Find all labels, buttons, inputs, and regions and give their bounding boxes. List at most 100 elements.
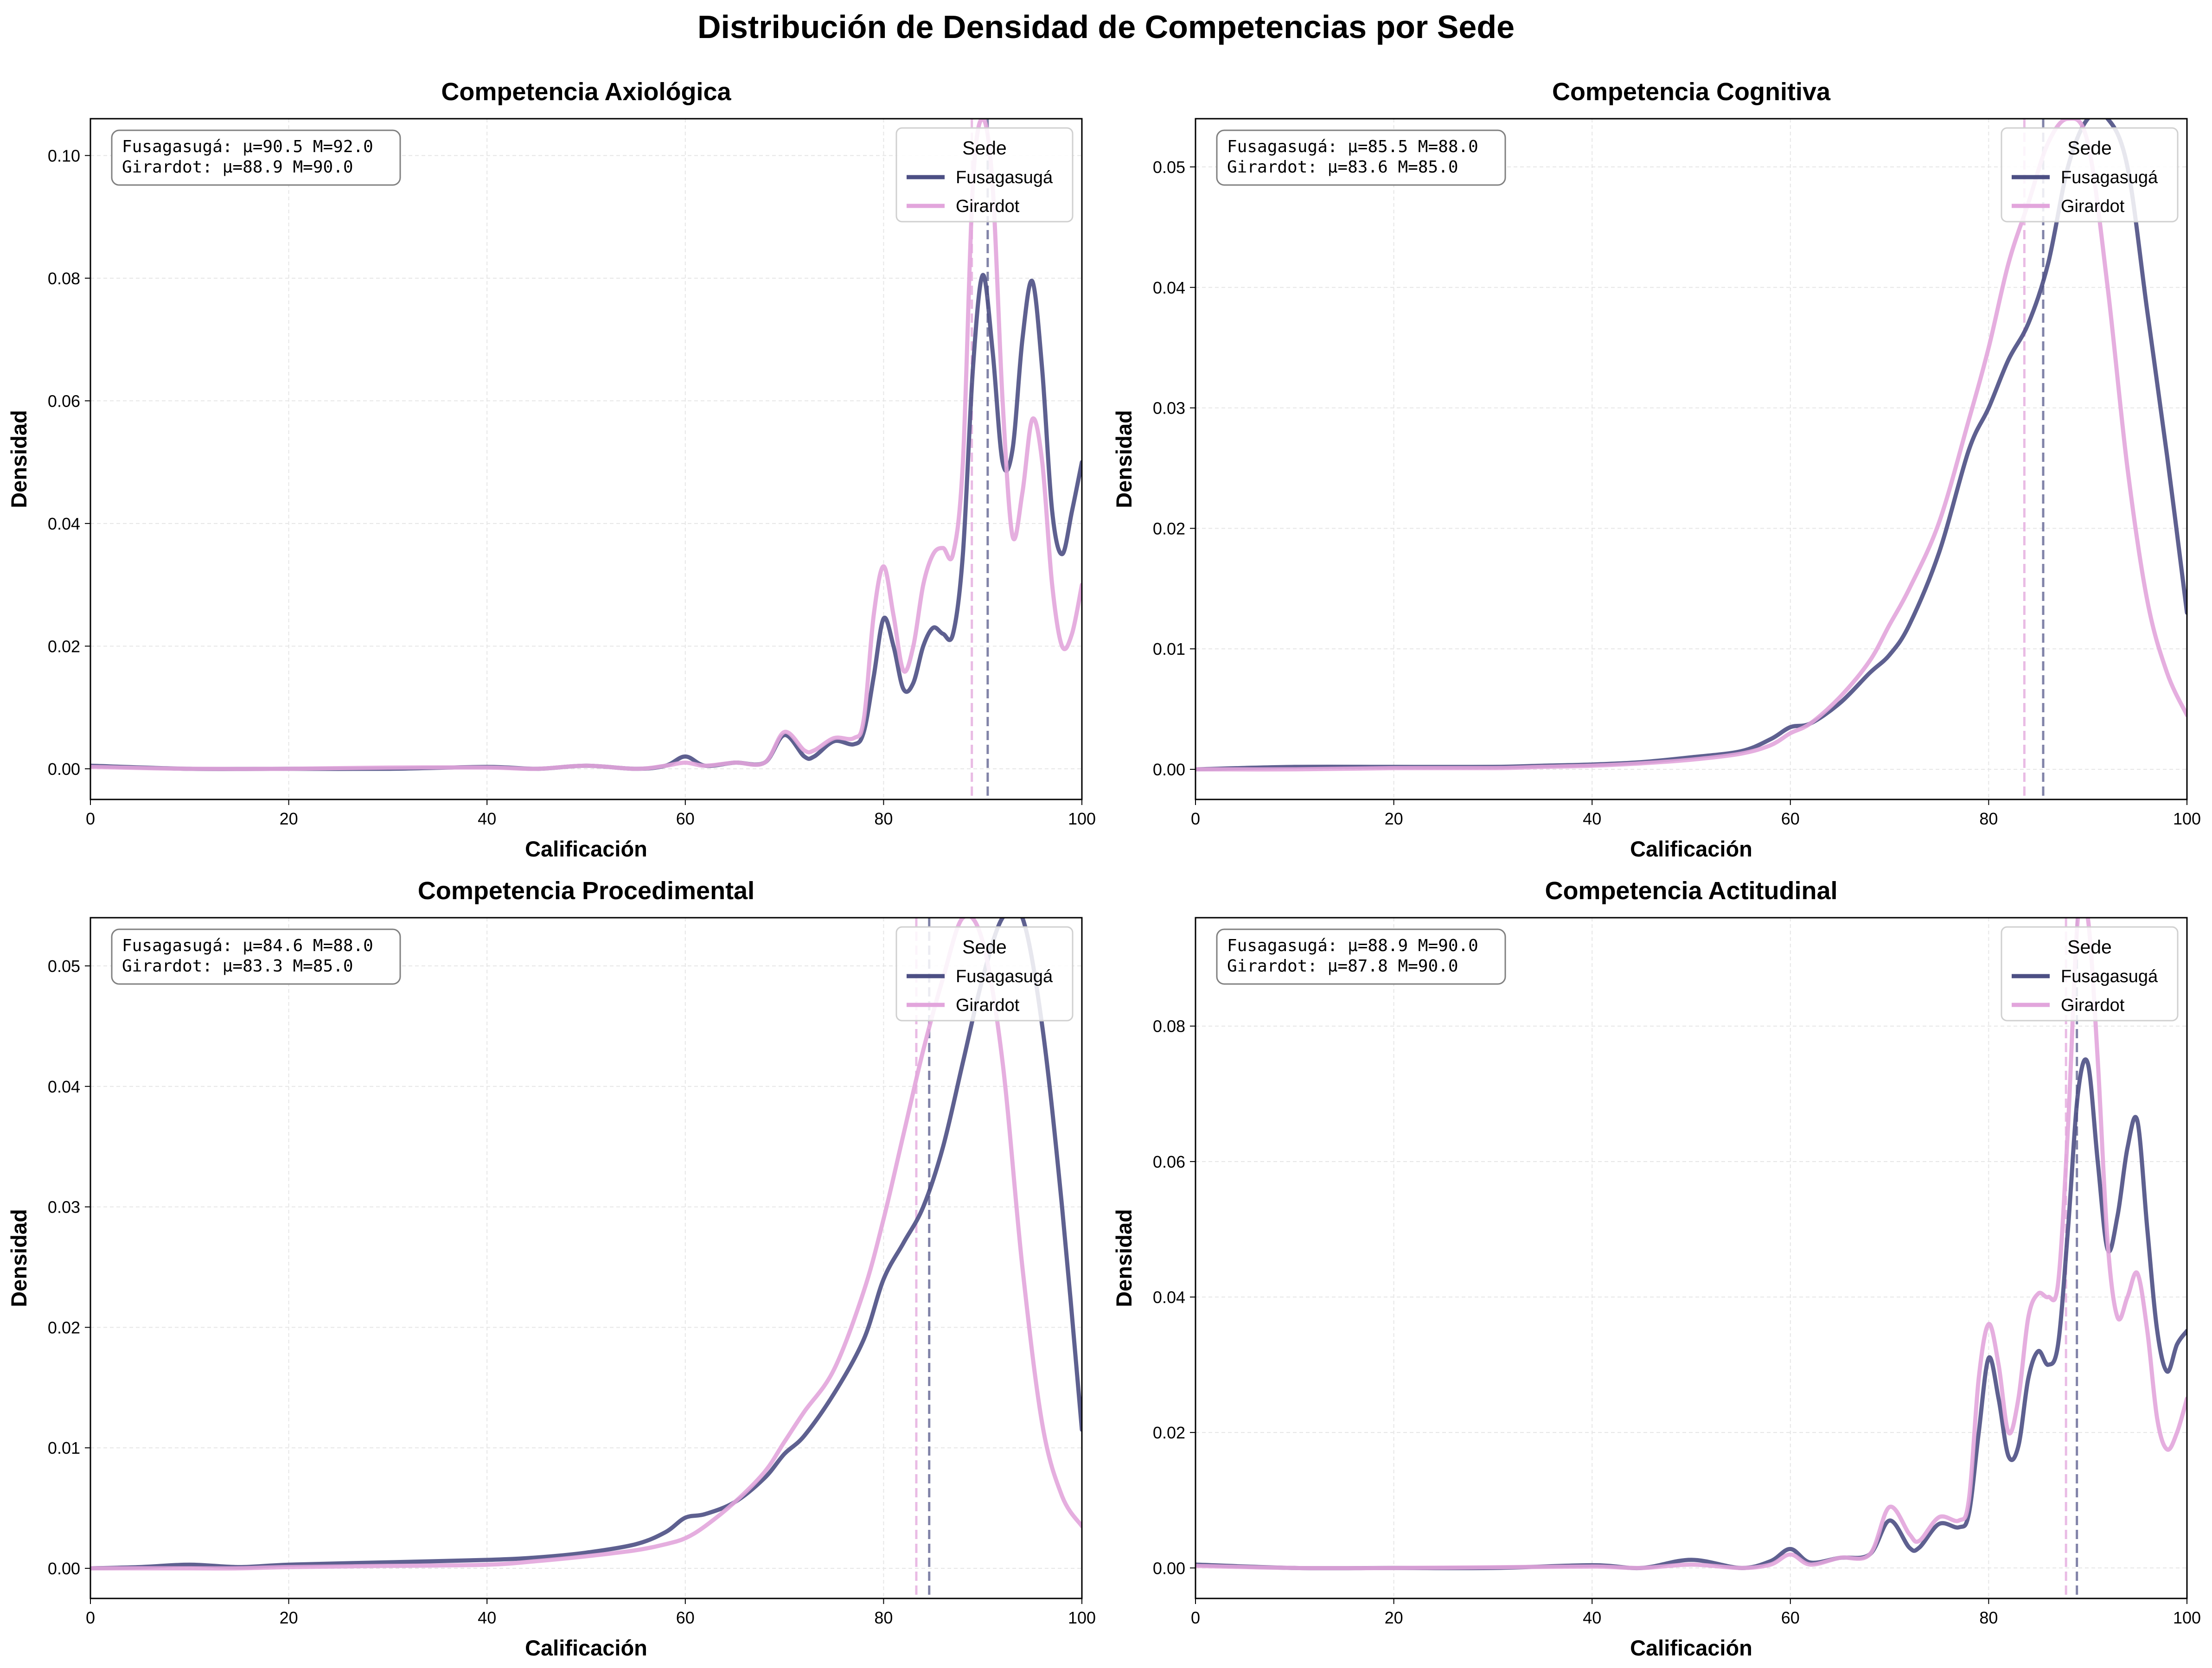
legend-item: Fusagasugá [2061, 168, 2158, 187]
legend-frame [2001, 127, 2179, 223]
x-tick-label: 60 [676, 1608, 695, 1627]
x-axis-label: Calificación [525, 1636, 647, 1660]
legend-title: Sede [962, 137, 1007, 159]
density-line-fusagasuga [90, 273, 1082, 771]
plot-frame [90, 118, 1083, 800]
x-tick-label: 100 [1068, 1608, 1096, 1627]
x-tick-label: 100 [2173, 809, 2201, 828]
y-tick-label: 0.08 [48, 269, 80, 288]
legend-item: Girardot [2061, 996, 2125, 1015]
stats-box-frame [111, 129, 401, 186]
x-axis-label: Calificación [525, 837, 647, 861]
x-tick-label: 60 [1781, 809, 1800, 828]
legend-item: Fusagasugá [2061, 967, 2158, 986]
stats-box: Fusagasugá: μ=90.5 M=92.0 Girardot: μ=88.… [111, 129, 401, 186]
legend-frame [895, 127, 1074, 223]
stats-line: Fusagasugá: μ=88.9 M=90.0 [1227, 936, 1478, 955]
y-tick-label: 0.02 [1153, 1423, 1185, 1442]
panel-title: Competencia Cognitiva [1552, 78, 1831, 106]
x-tick-label: 40 [1583, 1608, 1601, 1627]
legend-item: Fusagasugá [956, 168, 1053, 187]
x-tick-label: 0 [1191, 1608, 1200, 1627]
density-line-fusagasuga [1196, 1057, 2187, 1571]
x-tick-label: 60 [1781, 1608, 1800, 1627]
y-tick-label: 0.04 [48, 514, 80, 533]
y-tick-label: 0.02 [48, 637, 80, 656]
stats-line: Fusagasugá: μ=85.5 M=88.0 [1227, 137, 1478, 156]
x-tick-label: 20 [280, 809, 298, 828]
y-tick-label: 0.03 [48, 1198, 80, 1217]
y-tick-label: 0.00 [48, 1559, 80, 1578]
plot-frame [1195, 118, 2188, 800]
y-tick-label: 0.03 [1153, 399, 1185, 418]
panel-2: Competencia Procedimental 0 20 40 60 80 100 0.0… [6, 877, 1096, 1660]
y-tick-label: 0.04 [48, 1077, 80, 1096]
y-tick-label: 0.04 [1153, 278, 1185, 297]
y-tick-label: 0.00 [1153, 1559, 1185, 1578]
x-tick-label: 20 [280, 1608, 298, 1627]
figure-title: Distribución de Densidad de Competencias… [697, 9, 1515, 45]
density-line-fusagasuga [90, 918, 1082, 1571]
y-tick-label: 0.01 [1153, 639, 1185, 658]
panel-0: Competencia Axiológica 0 20 40 60 80 100 0.00 0.… [6, 78, 1096, 861]
plot-frame [90, 917, 1083, 1599]
y-tick-label: 0.06 [1153, 1152, 1185, 1171]
panel-title: Competencia Axiológica [441, 78, 731, 106]
stats-line: Girardot: μ=83.6 M=85.0 [1227, 158, 1458, 177]
density-line-girardot [1196, 119, 2187, 772]
x-tick-label: 100 [2173, 1608, 2201, 1627]
x-tick-label: 80 [1979, 1608, 1998, 1627]
x-tick-label: 0 [86, 809, 95, 828]
x-tick-label: 0 [1191, 809, 1200, 828]
stats-box-frame [1216, 928, 1506, 985]
y-axis-label: Densidad [1112, 410, 1136, 508]
x-tick-label: 40 [478, 1608, 496, 1627]
legend-title: Sede [2067, 936, 2112, 958]
legend-item: Fusagasugá [956, 967, 1053, 986]
x-tick-label: 40 [478, 809, 496, 828]
stats-box: Fusagasugá: μ=85.5 M=88.0 Girardot: μ=83.… [1216, 129, 1506, 186]
stats-box: Fusagasugá: μ=88.9 M=90.0 Girardot: μ=87.… [1216, 928, 1506, 985]
x-tick-label: 40 [1583, 809, 1601, 828]
panel-1: Competencia Cognitiva 0 20 40 60 80 100 0.00 0.0… [1112, 78, 2201, 861]
density-line-girardot [90, 918, 1082, 1571]
density-line-girardot [1196, 918, 2187, 1571]
stats-box-frame [111, 928, 401, 985]
y-tick-label: 0.00 [1153, 760, 1185, 779]
legend-title: Sede [962, 936, 1007, 958]
legend: Sede Fusagasugá Girardot [895, 926, 1074, 1022]
y-tick-label: 0.06 [48, 391, 80, 410]
x-axis-label: Calificación [1630, 837, 1752, 861]
y-tick-label: 0.04 [1153, 1288, 1185, 1307]
legend: Sede Fusagasugá Girardot [895, 127, 1074, 223]
density-line-girardot [90, 119, 1082, 771]
y-tick-label: 0.10 [48, 146, 80, 165]
x-tick-label: 20 [1385, 809, 1403, 828]
y-tick-label: 0.05 [48, 957, 80, 976]
y-tick-label: 0.08 [1153, 1017, 1185, 1036]
y-tick-label: 0.05 [1153, 158, 1185, 177]
x-axis-label: Calificación [1630, 1636, 1752, 1660]
stats-line: Fusagasugá: μ=90.5 M=92.0 [122, 137, 373, 156]
y-axis-label: Densidad [6, 1209, 31, 1307]
x-tick-label: 80 [874, 1608, 893, 1627]
legend-frame [895, 926, 1074, 1022]
x-tick-label: 20 [1385, 1608, 1403, 1627]
stats-line: Girardot: μ=83.3 M=85.0 [122, 957, 353, 976]
stats-box-frame [1216, 129, 1506, 186]
stats-line: Fusagasugá: μ=84.6 M=88.0 [122, 936, 373, 955]
legend: Sede Fusagasugá Girardot [2001, 127, 2179, 223]
panel-3: Competencia Actitudinal 0 20 40 60 80 100 0.00 0… [1112, 877, 2201, 1660]
legend-item: Girardot [956, 996, 1020, 1015]
panel-title: Competencia Procedimental [418, 877, 754, 905]
plot-frame [1195, 917, 2188, 1599]
y-tick-label: 0.01 [48, 1438, 80, 1457]
y-tick-label: 0.02 [48, 1318, 80, 1337]
legend-title: Sede [2067, 137, 2112, 159]
y-tick-label: 0.02 [1153, 519, 1185, 538]
y-axis-label: Densidad [6, 410, 31, 508]
x-tick-label: 80 [874, 809, 893, 828]
legend-item: Girardot [2061, 197, 2125, 216]
stats-line: Girardot: μ=87.8 M=90.0 [1227, 957, 1458, 976]
